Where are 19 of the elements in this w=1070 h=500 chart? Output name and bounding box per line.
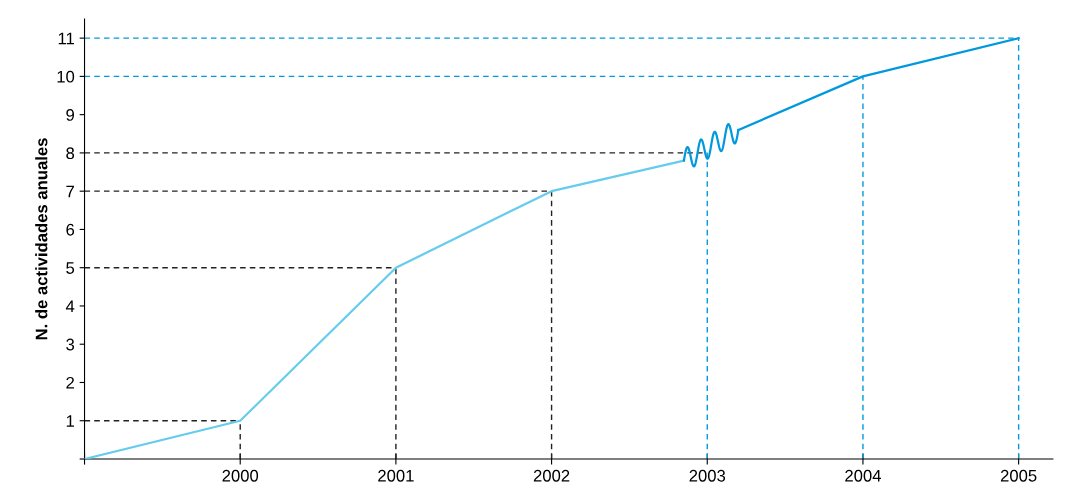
y-tick-label: 11 xyxy=(58,32,74,45)
y-tick-label: 5 xyxy=(66,262,75,274)
y-tick-label: 8 xyxy=(66,147,75,160)
y-tick-label: 1 xyxy=(66,415,74,427)
line-series xyxy=(84,159,686,459)
y-tick-label: 3 xyxy=(66,338,75,351)
x-tick-label: 2005 xyxy=(1000,469,1037,482)
y-axis-title: N. de actividades anuales xyxy=(35,138,48,340)
x-tick-label: 2002 xyxy=(533,469,570,482)
y-tick-label: 9 xyxy=(66,109,75,121)
y-tick-label: 7 xyxy=(66,185,74,198)
y-tick-label: 6 xyxy=(66,223,75,236)
y-tick-label: 2 xyxy=(66,376,74,389)
y-tick-label: 10 xyxy=(57,70,75,83)
x-tick-label: 2003 xyxy=(689,469,726,482)
y-tick-label: 4 xyxy=(65,300,75,312)
x-tick-label: 2001 xyxy=(378,469,414,482)
x-tick-label: 2004 xyxy=(845,469,881,482)
x-tick-label: 2000 xyxy=(222,469,259,482)
